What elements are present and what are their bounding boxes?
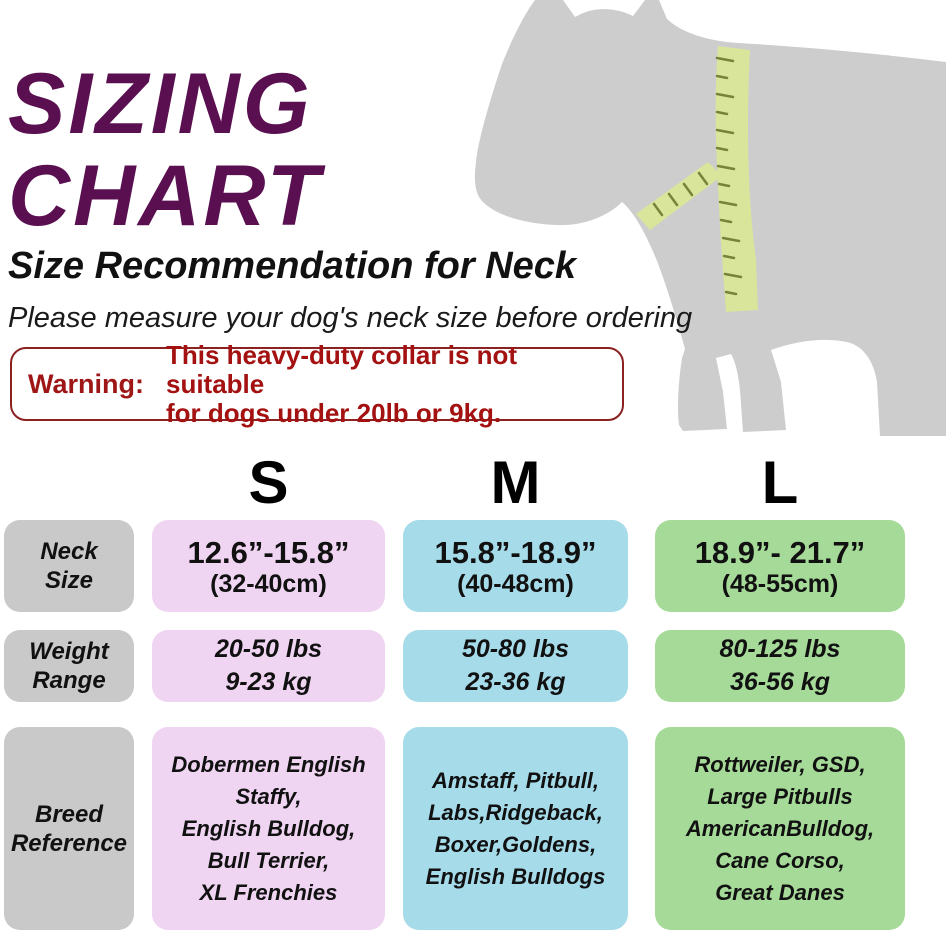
row-label-breed-line2: Reference — [10, 829, 128, 857]
warning-label: Warning: — [28, 368, 144, 399]
dog-body-silhouette — [474, 0, 946, 436]
breed-l-line1: Rottweiler, GSD, — [694, 751, 866, 777]
neck-size-cell-m: 15.8”-18.9” (40-48cm) — [403, 520, 628, 612]
breed-l-line2: Large Pitbulls — [707, 783, 853, 809]
row-label-weight-range: Weight Range — [4, 630, 134, 702]
weight-cell-s: 20-50 lbs 9-23 kg — [152, 630, 385, 702]
row-label-breed-line1: Breed — [34, 800, 104, 828]
row-label-breed-reference: Breed Reference — [4, 727, 134, 930]
row-label-neck-line1: Neck — [40, 538, 98, 565]
warning-message-line2: for dogs under 20lb or 9kg. — [165, 397, 502, 428]
breed-m-line4: English Bulldogs — [425, 863, 606, 889]
neck-cm-s: (32-40cm) — [210, 570, 327, 598]
tape-tick-marks — [652, 56, 743, 296]
weight-kg-s: 9-23 kg — [225, 668, 312, 696]
size-header-s: S — [248, 449, 289, 516]
weight-cell-m: 50-80 lbs 23-36 kg — [403, 630, 628, 702]
row-label-neck-size: Neck Size — [4, 520, 134, 612]
breed-s-line1: Dobermen English — [171, 751, 366, 777]
weight-cell-l: 80-125 lbs 36-56 kg — [655, 630, 905, 702]
tape-neck-band — [636, 162, 722, 230]
dog-illustration — [466, 0, 946, 436]
breed-l-line5: Great Danes — [715, 879, 845, 905]
breed-cell-l: Rottweiler, GSD, Large Pitbulls American… — [655, 727, 905, 930]
tape-hanging-strip — [715, 46, 758, 312]
warning-box: Warning: This heavy-duty collar is not s… — [10, 340, 624, 427]
page-title-line2: CHART — [8, 148, 323, 244]
dog-silhouette-svg — [474, 0, 946, 436]
breed-cell-s: Dobermen English Staffy, English Bulldog… — [152, 727, 385, 930]
page-title-line1: SIZING — [8, 56, 313, 152]
row-label-weight-line1: Weight — [29, 638, 109, 665]
breed-m-line2: Labs,Ridgeback, — [428, 799, 603, 825]
breed-l-line3: AmericanBulldog, — [685, 815, 875, 841]
weight-lbs-m: 50-80 lbs — [461, 635, 569, 663]
breed-cell-m: Amstaff, Pitbull, Labs,Ridgeback, Boxer,… — [403, 727, 628, 930]
neck-size-cell-l: 18.9”- 21.7” (48-55cm) — [655, 520, 905, 612]
breed-s-line2: Staffy, — [235, 783, 302, 809]
row-label-weight-line2: Range — [32, 667, 106, 694]
weight-lbs-s: 20-50 lbs — [214, 635, 322, 663]
neck-inches-s: 12.6”-15.8” — [187, 535, 350, 570]
breed-m-line3: Boxer,Goldens, — [434, 831, 597, 857]
neck-inches-l: 18.9”- 21.7” — [694, 535, 866, 570]
weight-kg-m: 23-36 kg — [465, 668, 566, 696]
neck-size-cell-s: 12.6”-15.8” (32-40cm) — [152, 520, 385, 612]
warning-message: This heavy-duty collar is not suitable f… — [165, 339, 622, 428]
measure-instruction-text: Please measure your dog's neck size befo… — [8, 302, 693, 334]
breed-m-line1: Amstaff, Pitbull, — [431, 767, 600, 793]
row-label-neck-line2: Size — [44, 567, 94, 594]
breed-s-line4: Bull Terrier, — [207, 847, 330, 873]
neck-cm-l: (48-55cm) — [721, 570, 839, 598]
size-header-l: L — [761, 449, 799, 516]
weight-lbs-l: 80-125 lbs — [719, 635, 841, 663]
warning-message-line1: This heavy-duty collar is not suitable — [165, 339, 518, 399]
size-header-m: M — [490, 449, 541, 516]
breed-l-line4: Cane Corso, — [715, 847, 845, 873]
breed-s-line5: XL Frenchies — [199, 879, 338, 905]
neck-inches-m: 15.8”-18.9” — [434, 535, 597, 570]
breed-s-line3: English Bulldog, — [181, 815, 356, 841]
weight-kg-l: 36-56 kg — [729, 668, 831, 696]
measuring-tape-icon — [636, 46, 758, 312]
neck-cm-m: (40-48cm) — [457, 570, 574, 598]
page-subtitle: Size Recommendation for Neck — [8, 245, 577, 287]
page-title: SIZING CHART — [8, 58, 322, 242]
